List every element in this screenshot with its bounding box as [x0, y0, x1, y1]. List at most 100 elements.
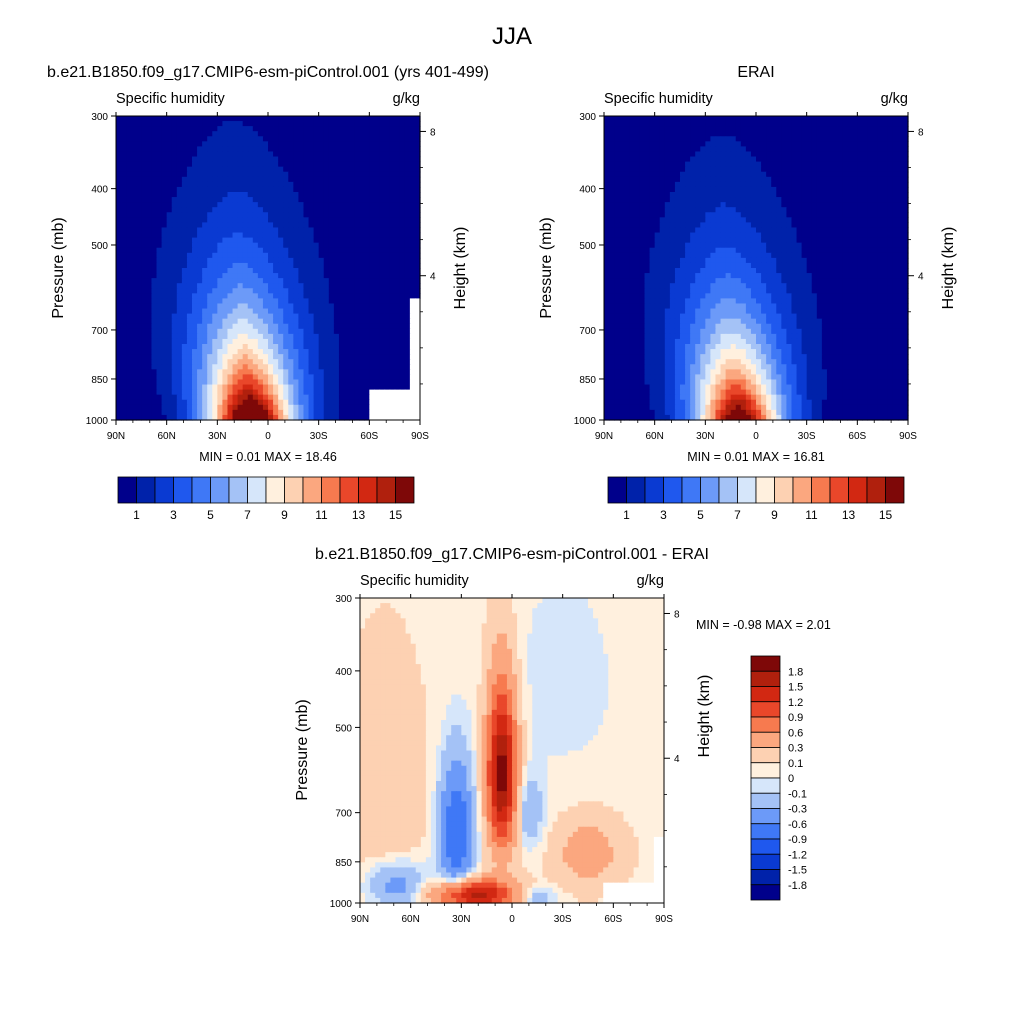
heatmap-cell: [131, 354, 137, 360]
heatmap-cell: [786, 166, 793, 173]
heatmap-cell: [609, 197, 615, 203]
heatmap-cell: [186, 131, 193, 137]
heatmap-cell: [892, 192, 899, 198]
heatmap-cell: [832, 181, 838, 188]
heatmap-cell: [232, 131, 239, 137]
heatmap-cell: [338, 399, 345, 406]
heatmap-cell: [293, 197, 299, 203]
heatmap-cell: [821, 121, 828, 127]
heatmap-cell: [146, 293, 153, 299]
heatmap-cell: [212, 303, 218, 310]
heatmap-cell: [796, 161, 803, 168]
heatmap-cell: [690, 141, 696, 147]
heatmap-cell: [176, 323, 183, 330]
heatmap-cell: [273, 399, 279, 406]
heatmap-cell: [151, 278, 158, 284]
heatmap-cell: [136, 333, 142, 340]
heatmap-cell: [222, 151, 229, 158]
heatmap-cell: [186, 349, 193, 355]
heatmap-cell: [902, 156, 909, 163]
heatmap-cell: [207, 414, 213, 421]
heatmap-cell: [604, 151, 610, 158]
heatmap-cell: [268, 333, 274, 340]
heatmap-cell: [308, 379, 315, 386]
heatmap-cell: [176, 192, 183, 198]
heatmap-cell: [136, 131, 142, 137]
heatmap-cell: [369, 186, 375, 193]
heatmap-cell: [288, 197, 294, 203]
heatmap-cell: [409, 399, 416, 406]
heatmap-cell: [283, 141, 289, 147]
heatmap-cell: [257, 359, 264, 365]
panel-right-subtitle: g/kg: [881, 91, 908, 107]
heatmap-cell: [882, 176, 889, 183]
heatmap-cell: [735, 136, 742, 142]
heatmap-cell: [821, 207, 828, 213]
heatmap-cell: [639, 176, 646, 183]
heatmap-cell: [192, 283, 198, 289]
heatmap-cell: [882, 166, 889, 173]
heatmap-cell: [654, 192, 661, 198]
heatmap-cell: [338, 268, 345, 274]
heatmap-cell: [404, 268, 411, 274]
heatmap-cell: [837, 202, 843, 208]
heatmap-cell: [654, 181, 661, 188]
heatmap-cell: [720, 151, 727, 158]
heatmap-cell: [399, 212, 406, 218]
heatmap-cell: [389, 232, 396, 239]
heatmap-cell: [116, 338, 122, 345]
heatmap-cell: [821, 166, 828, 173]
heatmap-cell: [664, 186, 671, 193]
heatmap-cell: [740, 181, 747, 188]
heatmap-cell: [649, 171, 656, 178]
heatmap-cell: [323, 151, 330, 158]
heatmap-cell: [674, 217, 681, 223]
heatmap-cell: [212, 344, 218, 350]
heatmap-cell: [308, 359, 315, 365]
heatmap-cell: [659, 171, 666, 178]
heatmap-cell: [338, 364, 345, 370]
heatmap-cell: [278, 308, 284, 315]
heatmap-cell: [832, 217, 838, 223]
heatmap-cell: [171, 283, 178, 289]
heatmap-cell: [328, 313, 335, 320]
heatmap-cell: [262, 227, 269, 234]
heatmap-cell: [414, 136, 421, 142]
heatmap-cell: [116, 369, 122, 375]
heatmap-cell: [298, 141, 305, 147]
heatmap-cell: [771, 186, 777, 193]
heatmap-cell: [887, 207, 894, 213]
heatmap-cell: [176, 212, 183, 218]
heatmap-cell: [328, 237, 335, 244]
heatmap-cell: [237, 303, 244, 310]
heatmap-cell: [141, 146, 147, 153]
heatmap-cell: [649, 146, 656, 153]
heatmap-cell: [227, 349, 234, 355]
heatmap-cell: [394, 212, 401, 218]
heatmap-cell: [176, 374, 183, 381]
heatmap-cell: [298, 323, 305, 330]
heatmap-cell: [161, 303, 168, 310]
heatmap-cell: [202, 131, 208, 137]
heatmap-cell: [389, 268, 396, 274]
heatmap-cell: [379, 121, 386, 127]
heatmap-cell: [197, 369, 203, 375]
heatmap-cell: [136, 308, 142, 315]
heatmap-cell: [126, 298, 132, 305]
heatmap-cell: [232, 313, 239, 320]
heatmap-cell: [786, 207, 793, 213]
heatmap-cell: [414, 283, 421, 289]
heatmap-cell: [344, 131, 350, 137]
heatmap-cell: [192, 384, 198, 391]
heatmap-cell: [278, 217, 284, 223]
heatmap-cell: [821, 126, 828, 132]
heatmap-cell: [761, 161, 767, 168]
heatmap-cell: [414, 217, 421, 223]
heatmap-cell: [654, 141, 661, 147]
heatmap-cell: [247, 409, 254, 416]
heatmap-cell: [237, 268, 244, 274]
heatmap-cell: [141, 349, 147, 355]
heatmap-cell: [323, 364, 330, 370]
heatmap-cell: [730, 126, 737, 132]
heatmap-cell: [359, 161, 365, 168]
